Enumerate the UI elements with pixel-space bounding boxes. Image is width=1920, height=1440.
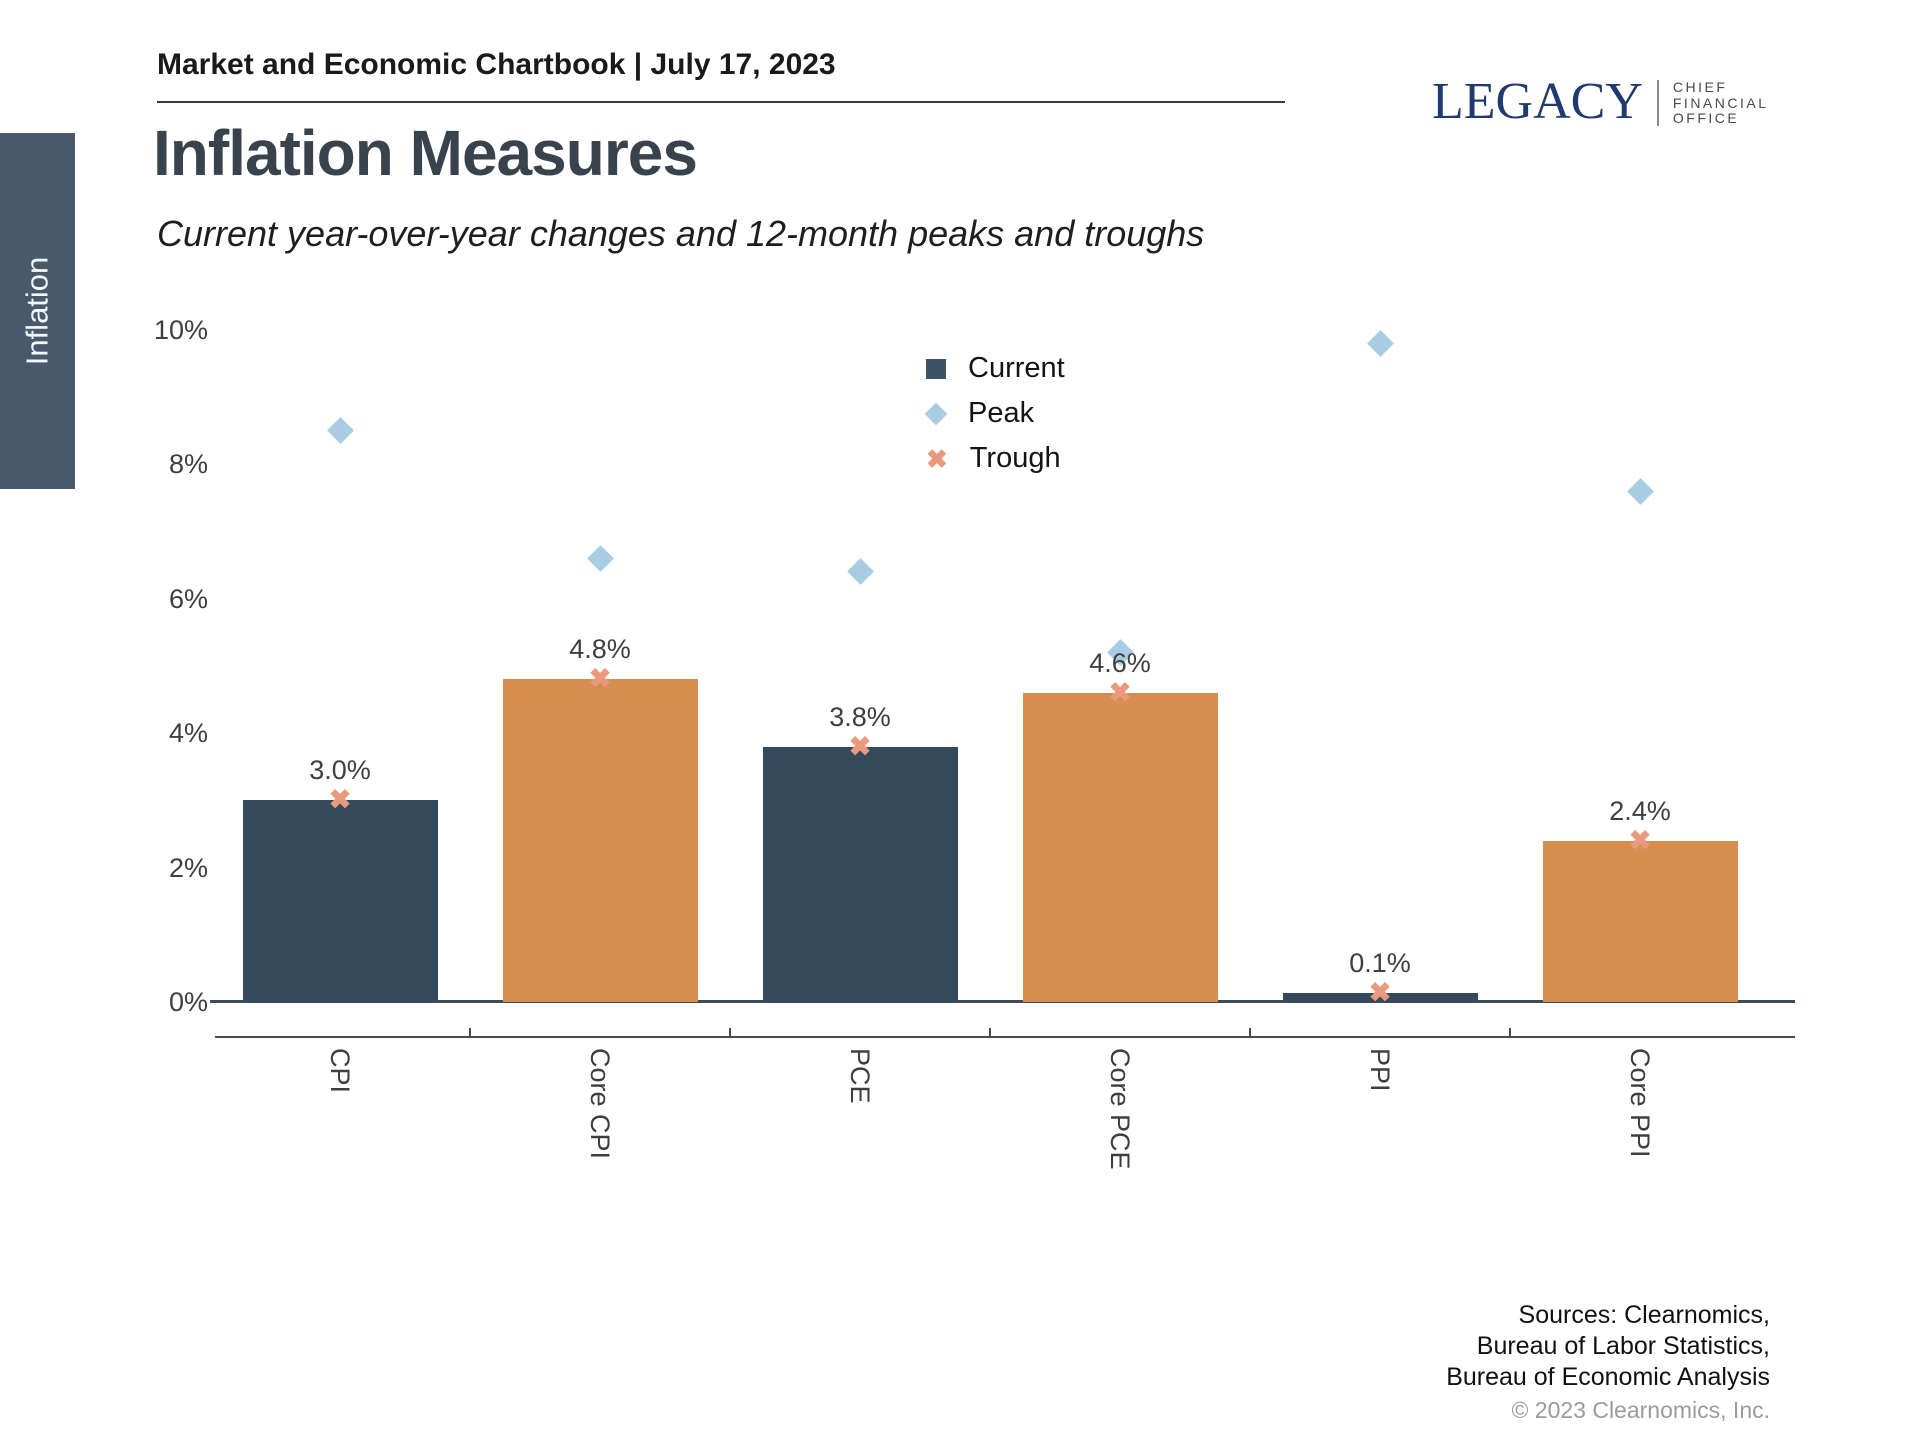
header-rule [157, 101, 1285, 103]
page-title: Inflation Measures [153, 117, 698, 189]
sidebar-tab-inflation[interactable]: Inflation [0, 133, 75, 489]
current-square-icon [926, 358, 946, 379]
brand-tagline: CHIEF FINANCIAL OFFICE [1672, 79, 1769, 126]
header-title: Market and Economic Chartbook | July 17,… [157, 48, 836, 81]
peak-marker-Core PPI [1626, 477, 1654, 505]
page-subtitle: Current year-over-year changes and 12-mo… [157, 213, 1205, 254]
sources-line: Sources: Clearnomics, [1518, 1301, 1770, 1329]
legend-item-trough: Trough [926, 436, 1065, 481]
y-tick-label: 2% [168, 852, 208, 883]
x-category-label: Core CPI [585, 1048, 615, 1160]
x-category-label: PCE [845, 1048, 875, 1104]
peak-marker-Core CPI [586, 545, 614, 572]
bar-value-label: 4.8% [569, 634, 631, 665]
category-axis-tick [729, 1028, 731, 1036]
legend-label-trough: Trough [969, 442, 1061, 474]
peak-marker-PPI [1366, 330, 1394, 357]
bar-Core CPI [502, 679, 698, 1002]
legend-item-peak: Peak [924, 391, 1065, 436]
x-category-label: Core PCE [1105, 1048, 1135, 1170]
y-tick-label: 4% [168, 718, 208, 749]
legend-label-current: Current [968, 352, 1065, 384]
y-tick-label: 0% [168, 987, 208, 1017]
trough-marker-CPI: ✖ [328, 784, 352, 815]
category-axis-tick [1509, 1028, 1511, 1036]
category-axis-tick [989, 1028, 991, 1036]
brand-wordmark: LEGACY [1432, 73, 1643, 130]
sources-block: Sources: Clearnomics, Bureau of Labor St… [1446, 1300, 1770, 1426]
x-category-label: Core PPI [1625, 1048, 1655, 1158]
legend: Current Peak Trough [924, 346, 1065, 481]
bar-value-label: 4.6% [1089, 647, 1151, 678]
brand-logo: LEGACY CHIEF FINANCIAL OFFICE [1432, 73, 1769, 130]
category-axis-line [215, 1036, 1795, 1038]
sources-line: Bureau of Labor Statistics, [1476, 1332, 1770, 1360]
y-tick-label: 10% [153, 315, 208, 345]
trough-marker-Core PPI: ✖ [1628, 825, 1652, 856]
bar-CPI [242, 800, 438, 1002]
y-tick-label: 8% [168, 449, 208, 480]
bar-value-label: 2.4% [1609, 795, 1671, 826]
bar-value-label: 3.8% [829, 701, 891, 732]
trough-marker-Core PCE: ✖ [1108, 677, 1132, 708]
legend-label-peak: Peak [968, 397, 1035, 429]
peak-marker-CPI [326, 417, 354, 445]
x-category-label: CPI [325, 1048, 355, 1094]
bar-PCE [762, 746, 958, 1002]
bar-PPI [1282, 993, 1478, 1002]
sources-line: Bureau of Economic Analysis [1446, 1363, 1770, 1391]
bar-value-label: 3.0% [309, 755, 371, 786]
x-axis-baseline [210, 1000, 1795, 1003]
trough-marker-Core CPI: ✖ [588, 663, 612, 694]
trough-marker-PPI: ✖ [1368, 977, 1392, 1008]
bar-Core PCE [1022, 692, 1218, 1002]
bar-Core PPI [1542, 840, 1738, 1002]
copyright: © 2023 Clearnomics, Inc. [1511, 1397, 1770, 1423]
peak-marker-PCE [846, 558, 874, 586]
x-category-label: PPI [1365, 1048, 1395, 1092]
trough-marker-PCE: ✖ [848, 731, 872, 762]
bar-value-label: 0.1% [1349, 948, 1411, 978]
logo-divider [1656, 80, 1659, 126]
legend-item-current: Current [926, 346, 1065, 391]
category-axis-tick [469, 1028, 471, 1036]
category-axis-tick [1249, 1028, 1251, 1036]
y-tick-label: 6% [168, 583, 208, 614]
